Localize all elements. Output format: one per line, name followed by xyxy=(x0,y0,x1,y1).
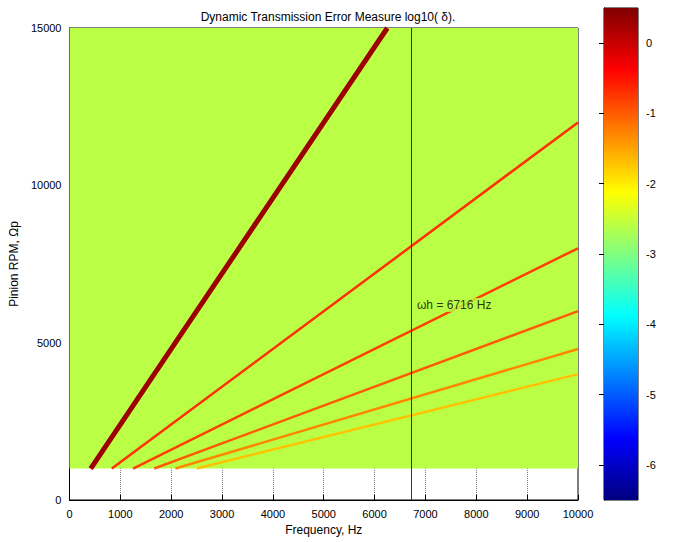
svg-text:10000: 10000 xyxy=(563,508,594,520)
svg-text:-1: -1 xyxy=(646,107,656,119)
svg-text:1000: 1000 xyxy=(108,508,132,520)
svg-text:3000: 3000 xyxy=(210,508,234,520)
svg-text:Dynamic Transmission Error Mea: Dynamic Transmission Error Measure log10… xyxy=(201,10,456,24)
svg-text:2000: 2000 xyxy=(159,508,183,520)
svg-text:ωh = 6716 Hz: ωh = 6716 Hz xyxy=(417,298,491,312)
svg-text:-3: -3 xyxy=(646,248,656,260)
svg-text:0: 0 xyxy=(55,494,61,506)
svg-text:Frequency, Hz: Frequency, Hz xyxy=(285,523,362,537)
svg-text:15000: 15000 xyxy=(31,22,62,34)
svg-text:0: 0 xyxy=(66,508,72,520)
svg-text:5000: 5000 xyxy=(37,337,61,349)
svg-text:7000: 7000 xyxy=(413,508,437,520)
svg-text:4000: 4000 xyxy=(261,508,285,520)
svg-text:9000: 9000 xyxy=(515,508,539,520)
svg-text:-5: -5 xyxy=(646,389,656,401)
svg-text:0: 0 xyxy=(646,37,652,49)
svg-text:-4: -4 xyxy=(646,318,656,330)
svg-text:5000: 5000 xyxy=(312,508,336,520)
svg-text:Pinion RPM, Ωp: Pinion RPM, Ωp xyxy=(7,221,21,307)
svg-text:-6: -6 xyxy=(646,459,656,471)
svg-text:6000: 6000 xyxy=(362,508,386,520)
svg-text:10000: 10000 xyxy=(31,179,62,191)
svg-text:-2: -2 xyxy=(646,178,656,190)
svg-text:8000: 8000 xyxy=(464,508,488,520)
